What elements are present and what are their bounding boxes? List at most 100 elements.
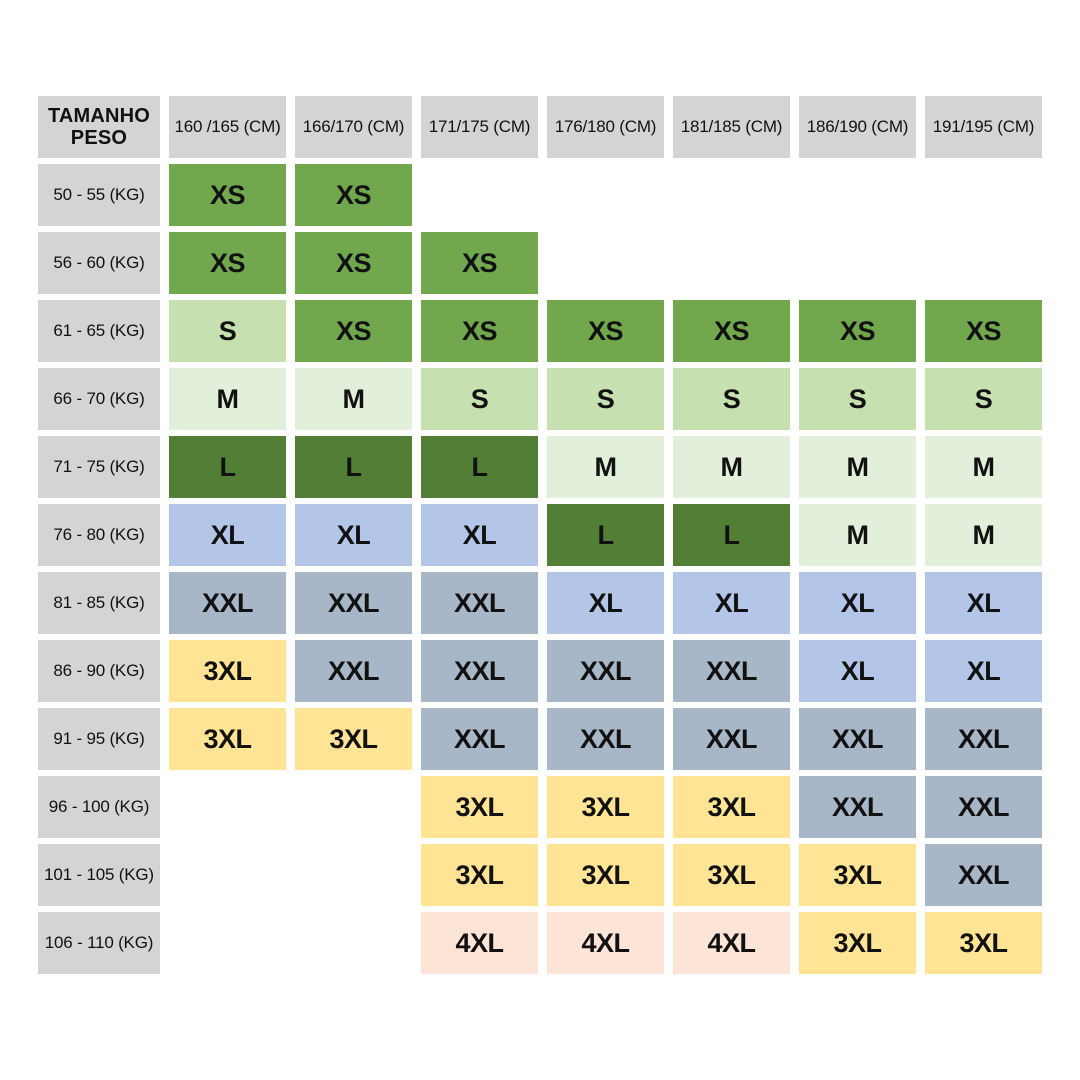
size-cell-r11-c4: 4XL <box>673 912 790 974</box>
size-cell-r7-c6: XL <box>925 640 1042 702</box>
empty-cell-r10-c1 <box>295 844 412 906</box>
row-label-3: 66 - 70 (KG) <box>38 368 160 430</box>
empty-cell-r11-c0 <box>169 912 286 974</box>
size-cell-r2-c0: S <box>169 300 286 362</box>
empty-cell-r0-c3 <box>547 164 664 226</box>
empty-cell-r1-c4 <box>673 232 790 294</box>
row-label-10: 101 - 105 (KG) <box>38 844 160 906</box>
row-label-2: 61 - 65 (KG) <box>38 300 160 362</box>
size-cell-r6-c0: XXL <box>169 572 286 634</box>
size-cell-r10-c4: 3XL <box>673 844 790 906</box>
size-cell-r10-c2: 3XL <box>421 844 538 906</box>
size-cell-r4-c5: M <box>799 436 916 498</box>
row-label-8: 91 - 95 (KG) <box>38 708 160 770</box>
size-cell-r8-c6: XXL <box>925 708 1042 770</box>
size-cell-r5-c2: XL <box>421 504 538 566</box>
column-header-4: 181/185 (CM) <box>673 96 790 158</box>
size-cell-r11-c6: 3XL <box>925 912 1042 974</box>
size-cell-r6-c1: XXL <box>295 572 412 634</box>
size-cell-r4-c0: L <box>169 436 286 498</box>
row-label-9: 96 - 100 (KG) <box>38 776 160 838</box>
row-label-0: 50 - 55 (KG) <box>38 164 160 226</box>
size-cell-r1-c1: XS <box>295 232 412 294</box>
size-cell-r8-c3: XXL <box>547 708 664 770</box>
size-cell-r5-c0: XL <box>169 504 286 566</box>
empty-cell-r0-c4 <box>673 164 790 226</box>
corner-header-line1: TAMANHO <box>47 104 151 127</box>
size-cell-r4-c1: L <box>295 436 412 498</box>
size-cell-r10-c6: XXL <box>925 844 1042 906</box>
size-cell-r3-c1: M <box>295 368 412 430</box>
size-cell-r9-c4: 3XL <box>673 776 790 838</box>
size-cell-r5-c6: M <box>925 504 1042 566</box>
size-cell-r7-c2: XXL <box>421 640 538 702</box>
size-cell-r2-c5: XS <box>799 300 916 362</box>
size-cell-r4-c6: M <box>925 436 1042 498</box>
size-cell-r0-c1: XS <box>295 164 412 226</box>
size-cell-r5-c5: M <box>799 504 916 566</box>
size-cell-r0-c0: XS <box>169 164 286 226</box>
size-cell-r2-c1: XS <box>295 300 412 362</box>
size-cell-r11-c5: 3XL <box>799 912 916 974</box>
size-cell-r8-c4: XXL <box>673 708 790 770</box>
row-label-11: 106 - 110 (KG) <box>38 912 160 974</box>
corner-header-tamanho-peso: TAMANHO PESO <box>38 96 160 158</box>
size-cell-r2-c6: XS <box>925 300 1042 362</box>
size-cell-r3-c2: S <box>421 368 538 430</box>
empty-cell-r1-c6 <box>925 232 1042 294</box>
row-label-4: 71 - 75 (KG) <box>38 436 160 498</box>
size-cell-r6-c4: XL <box>673 572 790 634</box>
size-chart-grid: TAMANHO PESO 160 /165 (CM) 166/170 (CM) 17… <box>38 96 1042 974</box>
size-cell-r7-c3: XXL <box>547 640 664 702</box>
size-cell-r3-c4: S <box>673 368 790 430</box>
column-header-1: 166/170 (CM) <box>295 96 412 158</box>
size-cell-r4-c2: L <box>421 436 538 498</box>
size-cell-r11-c3: 4XL <box>547 912 664 974</box>
size-cell-r10-c5: 3XL <box>799 844 916 906</box>
size-cell-r9-c5: XXL <box>799 776 916 838</box>
empty-cell-r0-c5 <box>799 164 916 226</box>
size-cell-r1-c2: XS <box>421 232 538 294</box>
size-cell-r8-c2: XXL <box>421 708 538 770</box>
empty-cell-r0-c6 <box>925 164 1042 226</box>
size-cell-r8-c0: 3XL <box>169 708 286 770</box>
size-cell-r8-c1: 3XL <box>295 708 412 770</box>
row-label-7: 86 - 90 (KG) <box>38 640 160 702</box>
column-header-0: 160 /165 (CM) <box>169 96 286 158</box>
size-cell-r2-c2: XS <box>421 300 538 362</box>
row-label-6: 81 - 85 (KG) <box>38 572 160 634</box>
size-cell-r2-c3: XS <box>547 300 664 362</box>
corner-header-line2: PESO <box>70 127 128 149</box>
size-cell-r2-c4: XS <box>673 300 790 362</box>
empty-cell-r1-c3 <box>547 232 664 294</box>
empty-cell-r9-c0 <box>169 776 286 838</box>
size-cell-r9-c2: 3XL <box>421 776 538 838</box>
size-cell-r7-c0: 3XL <box>169 640 286 702</box>
size-cell-r6-c3: XL <box>547 572 664 634</box>
size-cell-r8-c5: XXL <box>799 708 916 770</box>
size-cell-r3-c6: S <box>925 368 1042 430</box>
empty-cell-r10-c0 <box>169 844 286 906</box>
column-header-6: 191/195 (CM) <box>925 96 1042 158</box>
size-cell-r11-c2: 4XL <box>421 912 538 974</box>
size-cell-r9-c3: 3XL <box>547 776 664 838</box>
size-cell-r9-c6: XXL <box>925 776 1042 838</box>
size-cell-r3-c5: S <box>799 368 916 430</box>
size-cell-r5-c4: L <box>673 504 790 566</box>
empty-cell-r9-c1 <box>295 776 412 838</box>
column-header-2: 171/175 (CM) <box>421 96 538 158</box>
size-cell-r6-c5: XL <box>799 572 916 634</box>
size-cell-r7-c4: XXL <box>673 640 790 702</box>
empty-cell-r1-c5 <box>799 232 916 294</box>
empty-cell-r11-c1 <box>295 912 412 974</box>
size-cell-r5-c1: XL <box>295 504 412 566</box>
size-cell-r4-c4: M <box>673 436 790 498</box>
size-cell-r7-c5: XL <box>799 640 916 702</box>
empty-cell-r0-c2 <box>421 164 538 226</box>
size-cell-r3-c0: M <box>169 368 286 430</box>
size-cell-r3-c3: S <box>547 368 664 430</box>
size-cell-r6-c2: XXL <box>421 572 538 634</box>
column-header-5: 186/190 (CM) <box>799 96 916 158</box>
size-cell-r5-c3: L <box>547 504 664 566</box>
